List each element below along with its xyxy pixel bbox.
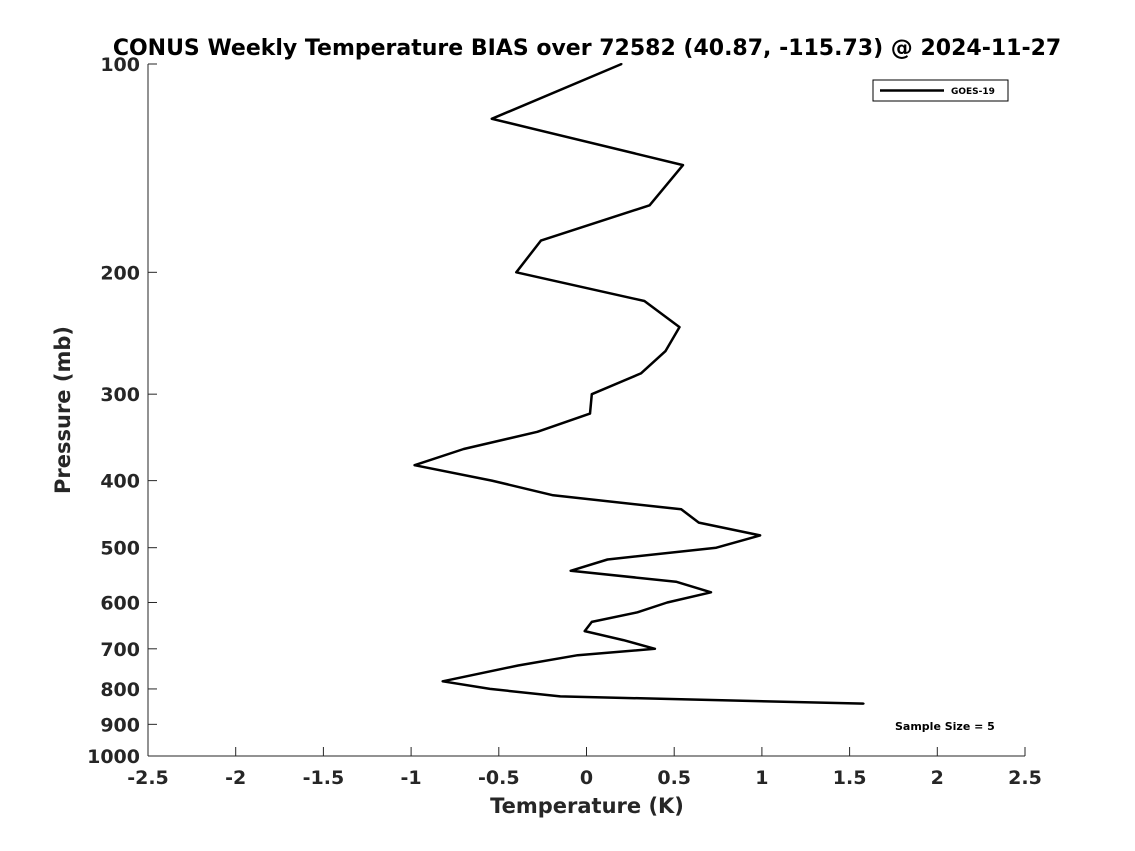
legend: GOES-19 <box>872 79 1009 102</box>
data-point <box>620 63 623 65</box>
plot-area <box>148 64 1025 756</box>
data-point <box>559 695 562 698</box>
x-tick-label: 1 <box>755 767 768 789</box>
data-point <box>710 591 713 594</box>
x-tick-label: -2 <box>225 767 246 789</box>
data-point <box>639 372 642 375</box>
y-tick-label: 400 <box>100 471 140 493</box>
data-point <box>583 630 586 633</box>
data-point <box>552 494 555 497</box>
data-point <box>515 271 518 274</box>
data-point <box>681 164 684 167</box>
data-point <box>490 117 493 120</box>
data-point <box>653 647 656 650</box>
x-tick-label: 2 <box>931 767 944 789</box>
data-point <box>636 611 639 614</box>
x-tick-label: 2.5 <box>1008 767 1042 789</box>
data-point <box>413 464 416 467</box>
data-point <box>715 546 718 549</box>
y-tick-label: 700 <box>100 639 140 661</box>
y-tick-label: 100 <box>100 54 140 76</box>
data-point <box>622 639 625 642</box>
data-point <box>759 534 762 537</box>
x-tick-label: 1.5 <box>833 767 867 789</box>
data-point <box>569 569 572 572</box>
data-point <box>606 558 609 561</box>
y-tick-label: 300 <box>100 384 140 406</box>
data-point <box>462 447 465 450</box>
data-point <box>666 601 669 604</box>
y-tick-label: 900 <box>100 714 140 736</box>
data-point <box>490 479 493 482</box>
legend-label: GOES-19 <box>951 87 995 97</box>
x-tick-label: -2.5 <box>127 767 169 789</box>
x-tick-label: -1 <box>401 767 422 789</box>
data-point <box>441 680 444 683</box>
x-tick-label: 0 <box>580 767 593 789</box>
data-point <box>697 521 700 524</box>
data-point <box>517 664 520 667</box>
y-tick-label: 1000 <box>87 746 140 768</box>
x-tick-label: 0.5 <box>657 767 691 789</box>
x-axis-label: Temperature (K) <box>490 794 684 818</box>
data-point <box>539 239 542 242</box>
x-tick-label: -1.5 <box>303 767 345 789</box>
data-point <box>862 702 865 705</box>
data-point <box>590 620 593 623</box>
data-point <box>674 580 677 583</box>
x-tick-label: -0.5 <box>478 767 520 789</box>
y-tick-label: 200 <box>100 262 140 284</box>
data-point <box>664 350 667 353</box>
data-point <box>678 326 681 329</box>
data-point <box>589 412 592 415</box>
x-ticks: -2.5 -2 -1.5 -1 -0.5 0 0.5 1 1.5 2 2.5 <box>127 747 1042 789</box>
data-point <box>648 204 651 207</box>
y-ticks: 100 200 300 400 500 600 700 800 900 1000 <box>87 54 157 768</box>
data-point <box>643 299 646 302</box>
series-points <box>413 63 865 705</box>
data-point <box>680 508 683 511</box>
data-point <box>489 687 492 690</box>
y-axis-label: Pressure (mb) <box>51 326 75 494</box>
sample-size-annotation: Sample Size = 5 <box>895 720 995 733</box>
chart-title: CONUS Weekly Temperature BIAS over 72582… <box>113 36 1061 61</box>
y-tick-label: 800 <box>100 679 140 701</box>
y-tick-label: 600 <box>100 592 140 614</box>
data-point <box>576 654 579 657</box>
data-point <box>590 393 593 396</box>
data-point <box>536 430 539 433</box>
y-tick-label: 500 <box>100 538 140 560</box>
